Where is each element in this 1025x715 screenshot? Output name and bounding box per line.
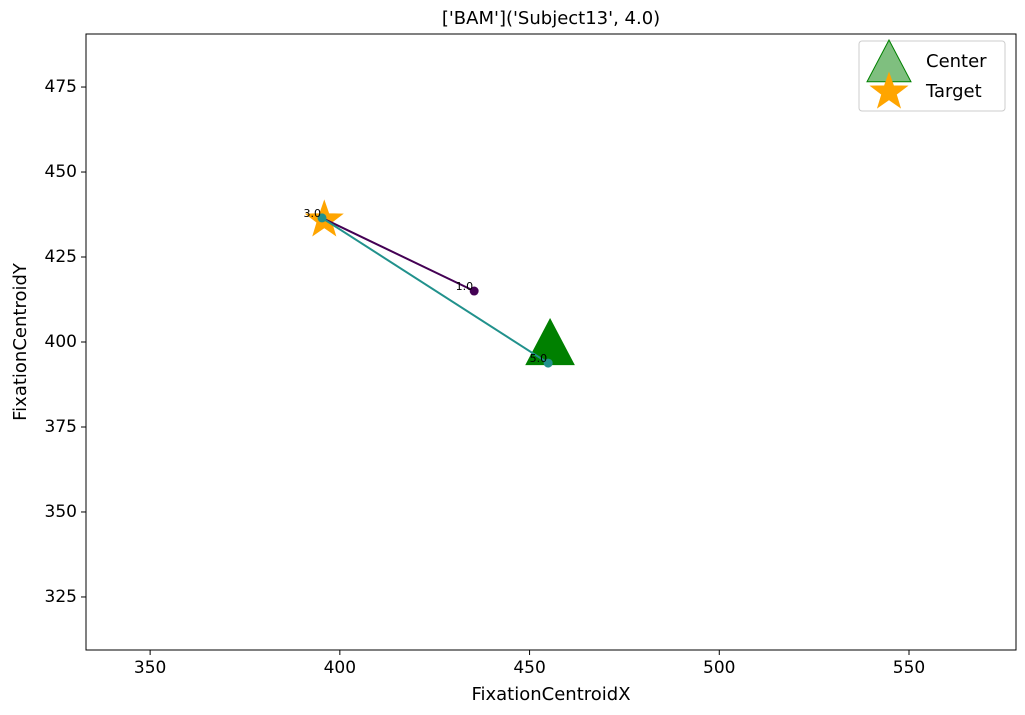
x-tick-label: 500 xyxy=(703,658,735,678)
y-tick-label: 475 xyxy=(45,77,77,97)
y-tick-label: 325 xyxy=(45,587,77,607)
legend-label: Target xyxy=(925,81,982,102)
y-tick-label: 425 xyxy=(45,247,77,267)
fixation-point xyxy=(543,358,553,368)
x-tick-label: 350 xyxy=(134,658,166,678)
y-tick-label: 450 xyxy=(45,162,77,182)
fixation-point xyxy=(469,286,479,296)
fixation-point xyxy=(317,213,327,223)
y-axis-label: FixationCentroidY xyxy=(10,262,31,421)
x-tick-label: 550 xyxy=(893,658,925,678)
y-tick-label: 400 xyxy=(45,332,77,352)
legend-marker xyxy=(869,71,909,109)
fixation-label: 1.0 xyxy=(456,280,474,293)
fixation-label: 5.0 xyxy=(530,352,548,365)
legend-label: Center xyxy=(926,51,987,72)
chart-title: ['BAM']('Subject13', 4.0) xyxy=(442,8,660,29)
x-tick-label: 450 xyxy=(513,658,545,678)
x-tick-label: 400 xyxy=(324,658,356,678)
path-segment xyxy=(321,217,549,364)
fixation-label: 3.0 xyxy=(304,207,322,220)
path-segment xyxy=(321,217,475,292)
y-tick-label: 350 xyxy=(45,502,77,522)
y-tick-label: 375 xyxy=(45,417,77,437)
x-axis-label: FixationCentroidX xyxy=(471,684,630,705)
